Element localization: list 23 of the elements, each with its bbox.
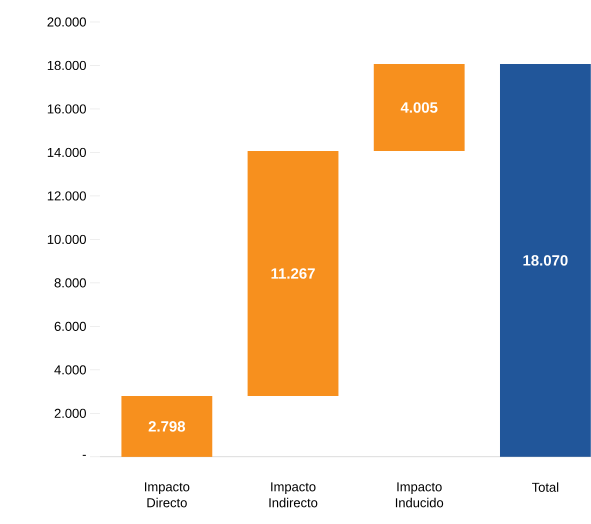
y-tick-label: 12.000 bbox=[48, 191, 86, 201]
data-label: 4.005 bbox=[400, 102, 438, 113]
y-tick-label: 10.000 bbox=[48, 234, 86, 244]
y-tick-label: - bbox=[82, 454, 86, 456]
y-tick-label: 20.000 bbox=[48, 17, 86, 27]
data-label: 2.798 bbox=[148, 421, 186, 432]
y-tick-label: 8.000 bbox=[54, 278, 86, 288]
bar bbox=[248, 151, 338, 396]
x-tick-label: Impacto Inducido bbox=[396, 482, 444, 508]
data-label: 18.070 bbox=[523, 255, 568, 266]
y-tick-label: 6.000 bbox=[54, 322, 86, 332]
y-tick-label: 14.000 bbox=[48, 148, 86, 158]
x-tick-label: Impacto Indirecto bbox=[269, 482, 318, 508]
bar bbox=[500, 64, 591, 457]
x-tick-label: Impacto Directo bbox=[145, 482, 190, 508]
y-tick-label: 4.000 bbox=[54, 365, 86, 375]
y-tick-label: 18.000 bbox=[48, 60, 86, 70]
data-label: 11.267 bbox=[272, 268, 315, 279]
bar bbox=[121, 396, 212, 457]
bar bbox=[374, 64, 465, 152]
y-tick-label: 16.000 bbox=[48, 104, 86, 114]
x-tick-label: Total bbox=[532, 482, 558, 492]
y-tick-label: 2.000 bbox=[54, 408, 86, 418]
